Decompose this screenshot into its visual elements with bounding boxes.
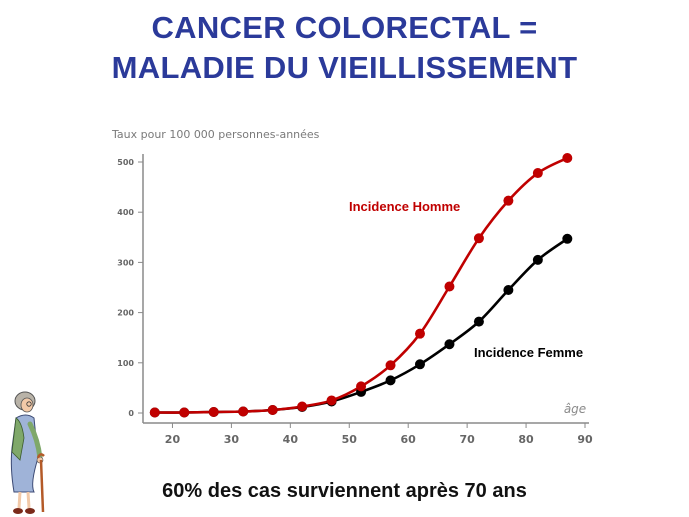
x-tick-label: 40 xyxy=(283,433,299,446)
elderly-woman-illustration xyxy=(10,391,45,514)
data-point-femme xyxy=(532,254,543,265)
y-tick-label: 0 xyxy=(128,409,134,418)
x-tick-label: 30 xyxy=(224,433,240,446)
y-tick-label: 400 xyxy=(117,208,134,217)
data-point-homme xyxy=(414,328,425,339)
y-tick-label: 200 xyxy=(117,309,134,318)
x-tick-label: 80 xyxy=(518,433,534,446)
data-point-homme xyxy=(532,168,543,179)
slide-title-line-2: MALADIE DU VIEILLISSEMENT xyxy=(111,50,578,85)
data-point-homme xyxy=(208,406,219,417)
data-point-homme xyxy=(562,152,573,163)
x-tick-label: 70 xyxy=(459,433,475,446)
data-point-femme xyxy=(503,285,514,296)
x-tick-label: 20 xyxy=(165,433,181,446)
data-point-homme xyxy=(326,395,337,406)
series-line-homme xyxy=(154,156,568,414)
x-axis-label: âge xyxy=(564,402,586,416)
data-point-homme xyxy=(503,195,514,206)
data-point-femme xyxy=(385,375,396,386)
data-point-homme xyxy=(267,404,278,415)
data-point-homme xyxy=(179,407,190,418)
chart-axes xyxy=(142,154,589,424)
y-tick-label: 300 xyxy=(117,258,134,267)
series-label-homme: Incidence Homme xyxy=(349,199,460,214)
data-point-homme xyxy=(473,233,484,244)
data-point-femme xyxy=(414,359,425,370)
data-point-homme xyxy=(444,281,455,292)
x-tick-label: 50 xyxy=(342,433,358,446)
chart-ticks: 0 100 200 300 400 500 20 30 40 50 60 70 80 90 xyxy=(117,158,593,446)
data-point-homme xyxy=(238,406,249,417)
slide-caption: 60% des cas surviennent après 70 ans xyxy=(162,480,527,502)
y-axis-label: Taux pour 100 000 personnes-années xyxy=(111,128,320,141)
chart-series-lines xyxy=(154,156,569,414)
series-label-femme: Incidence Femme xyxy=(474,345,583,360)
chart-series-points xyxy=(149,152,573,418)
y-tick-label: 100 xyxy=(117,359,134,368)
data-point-femme xyxy=(444,339,455,350)
x-tick-label: 60 xyxy=(401,433,417,446)
data-point-femme xyxy=(562,233,573,244)
data-point-homme xyxy=(297,401,308,412)
data-point-homme xyxy=(149,407,160,418)
slide-title-line-1: CANCER COLORECTAL = xyxy=(151,10,538,45)
data-point-homme xyxy=(356,381,367,392)
x-tick-label: 90 xyxy=(577,433,593,446)
y-tick-label: 500 xyxy=(117,158,134,167)
data-point-homme xyxy=(385,360,396,371)
slide-title: CANCER COLORECTAL = MALADIE DU VIEILLISS… xyxy=(0,8,689,88)
data-point-femme xyxy=(473,316,484,327)
